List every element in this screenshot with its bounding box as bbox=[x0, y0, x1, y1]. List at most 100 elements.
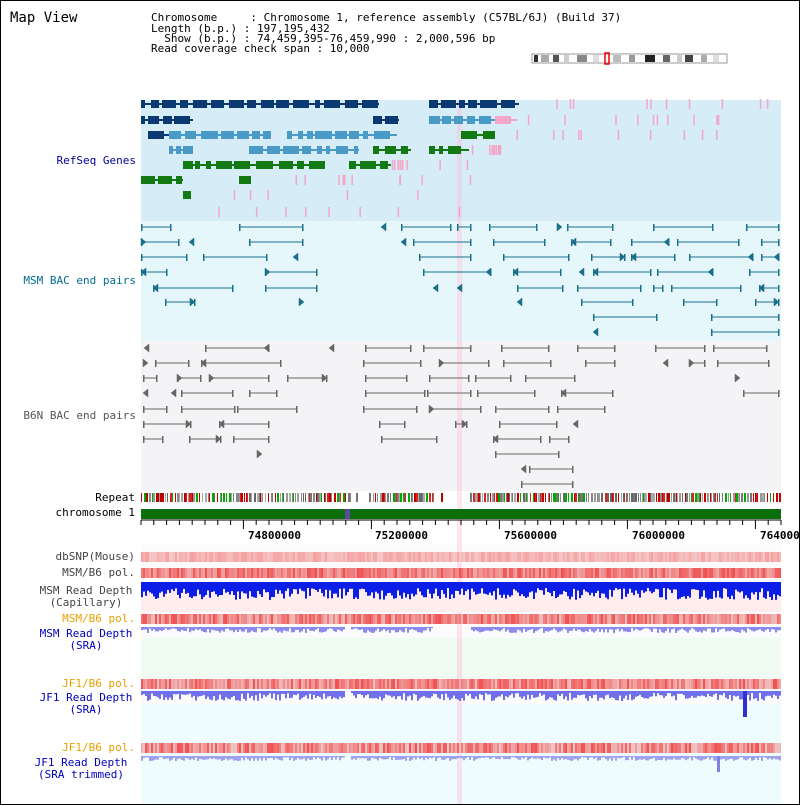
repeat-element bbox=[262, 493, 263, 502]
msm-depth-sra bbox=[599, 627, 601, 632]
jf1-b6-pol-strip-2 bbox=[469, 743, 471, 753]
jf1-b6-pol-strip-2 bbox=[453, 743, 455, 753]
jf1-b6-pol-strip-2 bbox=[709, 743, 711, 753]
jf1-b6-pol-strip-2 bbox=[329, 743, 331, 753]
jf1-depth-trimmed bbox=[187, 756, 189, 759]
dbsnp-strip bbox=[595, 552, 597, 562]
msm-b6-pol-strip bbox=[207, 568, 209, 578]
jf1-depth-trimmed bbox=[189, 756, 191, 760]
jf1-b6-pol-strip-2 bbox=[507, 743, 509, 753]
jf1-b6-pol-strip-2 bbox=[489, 743, 491, 753]
jf1-depth-sra bbox=[517, 691, 519, 694]
repeat-element bbox=[343, 493, 345, 502]
jf1-b6-pol-strip bbox=[615, 679, 617, 689]
msm-depth-sra bbox=[703, 627, 705, 631]
msm-bac-pair-end bbox=[470, 224, 472, 231]
msm-depth-capillary bbox=[501, 582, 503, 598]
msm-depth-capillary bbox=[569, 582, 571, 600]
b6n-bac-pair-end bbox=[155, 360, 157, 367]
refseq-marker bbox=[351, 175, 353, 185]
msm-bac-end bbox=[140, 237, 147, 247]
msm-depth-capillary bbox=[391, 582, 393, 596]
jf1-b6-pol-strip bbox=[637, 679, 639, 689]
jf1-b6-pol-strip-2 bbox=[619, 743, 621, 753]
jf1-depth-trimmed bbox=[755, 756, 757, 758]
jf1-depth-trimmed bbox=[229, 756, 231, 760]
jf1-b6-pol-strip bbox=[329, 679, 331, 689]
dbsnp-strip bbox=[711, 552, 713, 562]
jf1-b6-pol-strip-2 bbox=[341, 743, 343, 753]
msm-b6-pol-strip-2 bbox=[717, 614, 719, 624]
jf1-b6-pol-strip bbox=[415, 679, 417, 689]
jf1-depth-sra bbox=[305, 691, 307, 696]
dbsnp-strip bbox=[227, 552, 229, 562]
msm-depth-capillary bbox=[179, 582, 181, 599]
msm-b6-pol-strip-2 bbox=[569, 614, 571, 624]
jf1-depth-sra bbox=[205, 691, 207, 699]
jf1-depth-trimmed bbox=[465, 756, 467, 759]
dbsnp-strip bbox=[353, 552, 355, 562]
refseq-marker bbox=[344, 175, 346, 185]
msm-b6-pol-strip bbox=[697, 568, 699, 578]
jf1-b6-pol-strip-2 bbox=[199, 743, 201, 753]
dbsnp-strip bbox=[337, 552, 339, 562]
msm-b6-pol-strip bbox=[435, 568, 437, 578]
msm-b6-pol-strip bbox=[279, 568, 281, 578]
msm-b6-pol-strip-2 bbox=[329, 614, 331, 624]
b6n-bac-pair-end bbox=[162, 436, 164, 443]
msm-b6-pol-strip bbox=[693, 568, 695, 578]
msm-bac-pair-end bbox=[232, 285, 234, 292]
msm-bac-pair-end bbox=[749, 269, 751, 276]
msm-depth-sra bbox=[289, 627, 291, 629]
jf1-b6-pol-strip bbox=[305, 679, 307, 689]
jf1-b6-pol-strip-2 bbox=[475, 743, 477, 753]
msm-depth-sra bbox=[753, 627, 755, 632]
refseq-exon bbox=[441, 100, 456, 108]
msm-bac-pair-end bbox=[141, 254, 143, 261]
jf1-depth-trimmed bbox=[327, 756, 329, 760]
msm-b6-pol-strip bbox=[373, 568, 375, 578]
msm-b6-pol-strip-2 bbox=[697, 614, 699, 624]
jf1-depth-sra bbox=[171, 691, 173, 700]
msm-depth-sra bbox=[603, 627, 605, 633]
msm-b6-pol-strip-2 bbox=[421, 614, 423, 624]
msm-depth-capillary bbox=[615, 582, 617, 589]
msm-depth-capillary bbox=[327, 582, 329, 599]
jf1-b6-pol-strip-2 bbox=[727, 743, 729, 753]
position-highlight bbox=[457, 100, 462, 804]
repeat-element bbox=[397, 493, 398, 502]
dbsnp-strip bbox=[563, 552, 565, 562]
jf1-b6-pol-strip-2 bbox=[265, 743, 267, 753]
jf1-depth-trimmed bbox=[559, 756, 561, 760]
jf1-b6-pol-strip-2 bbox=[535, 743, 537, 753]
dbsnp-strip bbox=[249, 552, 251, 562]
info-show-range: Show (b.p.) : 74,459,395-76,459,990 : 2,… bbox=[151, 32, 496, 45]
msm-depth-capillary bbox=[739, 582, 741, 593]
repeat-element bbox=[605, 493, 607, 502]
jf1-depth-trimmed bbox=[429, 756, 431, 758]
msm-b6-pol-strip bbox=[393, 568, 395, 578]
msm-b6-pol-strip bbox=[261, 568, 263, 578]
repeat-element bbox=[196, 493, 198, 502]
msm-depth-sra bbox=[317, 627, 319, 629]
jf1-b6-pol-strip-2 bbox=[373, 743, 375, 753]
msm-b6-pol-strip-2 bbox=[677, 614, 679, 624]
msm-b6-pol-strip bbox=[549, 568, 551, 578]
jf1-b6-pol-strip-2 bbox=[197, 743, 199, 753]
msm-b6-pol-strip-2 bbox=[511, 614, 513, 624]
msm-b6-pol-strip bbox=[319, 568, 321, 578]
jf1-depth-sra bbox=[203, 691, 205, 695]
dbsnp-strip bbox=[415, 552, 417, 562]
refseq-gene bbox=[169, 134, 271, 136]
msm-depth-sra bbox=[373, 627, 375, 633]
msm-b6-pol-strip bbox=[291, 568, 293, 578]
msm-depth-capillary bbox=[407, 582, 409, 595]
repeat-element bbox=[556, 493, 558, 502]
msm-depth-capillary bbox=[387, 582, 389, 594]
jf1-depth-trimmed bbox=[573, 756, 575, 760]
msm-depth-sra bbox=[759, 627, 761, 630]
jf1-b6-pol-strip-2 bbox=[143, 743, 145, 753]
repeat-element bbox=[575, 493, 577, 502]
jf1-depth-trimmed bbox=[511, 756, 513, 758]
refseq-exon bbox=[401, 146, 408, 154]
